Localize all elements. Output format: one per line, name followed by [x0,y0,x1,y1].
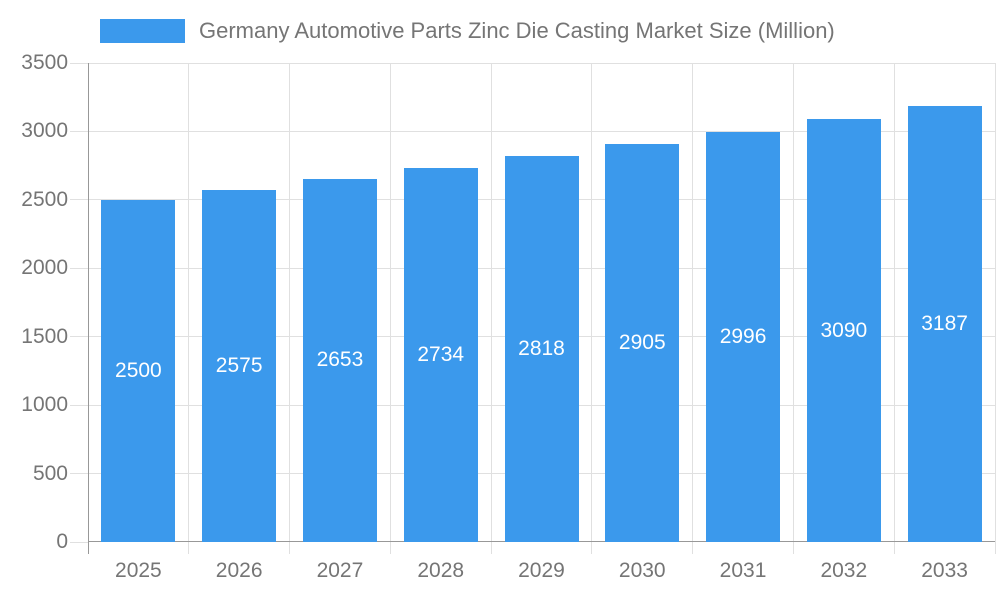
plot-area: 2500 2575 2653 2734 2818 2905 2996 3090 3187 [70,62,996,554]
x-gridline [893,63,895,554]
x-gridline [994,63,996,554]
x-gridline [188,63,190,554]
bar-2027[interactable] [302,178,377,542]
legend-item[interactable]: Germany Automotive Parts Zinc Die Castin… [100,18,835,44]
x-tick-label: 2026 [215,559,263,582]
x-gridline [792,63,794,554]
bar-2028[interactable] [403,167,478,542]
x-tick-label: 2032 [820,559,868,582]
legend-label: Germany Automotive Parts Zinc Die Castin… [199,18,835,43]
y-tick-label: 1000 [21,393,68,417]
legend-swatch [100,19,185,43]
y-gridline [70,130,995,132]
y-tick-label: 2000 [21,256,68,280]
x-tick-label: 2028 [417,559,465,582]
x-tick-label: 2027 [316,559,364,582]
bar-2031[interactable] [706,131,781,542]
bar-2029[interactable] [504,156,579,542]
x-gridline [591,63,593,554]
bar-2032[interactable] [806,119,881,542]
x-gridline [87,63,89,554]
x-tick-label: 2031 [719,559,767,582]
bar-2033[interactable] [907,105,982,542]
y-gridline [70,541,88,543]
y-tick-label: 3500 [21,51,68,74]
x-gridline [692,63,694,554]
bar-2026[interactable] [202,189,277,542]
x-tick-label: 2033 [921,559,968,582]
y-tick-label: 2500 [21,187,68,211]
x-tick-label: 2025 [115,559,162,582]
y-tick-label: 3000 [21,119,68,143]
x-gridline [490,63,492,554]
y-tick-label: 0 [56,530,68,553]
x-tick-label: 2029 [518,559,565,582]
y-tick-label: 500 [32,461,68,485]
y-tick-label: 1500 [21,324,68,348]
x-gridline [289,63,291,554]
y-gridline [70,62,995,64]
bar-2025[interactable] [101,199,176,542]
x-tick-label: 2030 [618,559,666,582]
bar-2030[interactable] [605,144,680,542]
x-gridline [389,63,391,554]
